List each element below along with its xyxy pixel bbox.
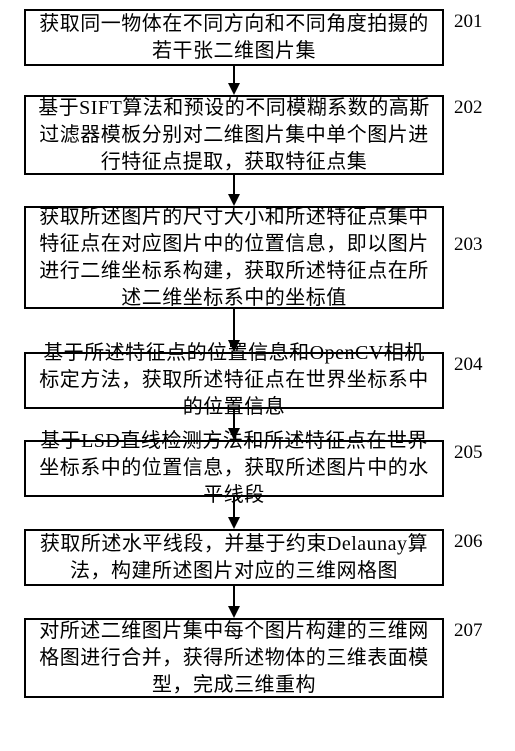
flow-step-label-5: 205 bbox=[454, 442, 483, 464]
flow-step-label-2: 202 bbox=[454, 97, 483, 119]
flow-node-1-text: 获取同一物体在不同方向和不同角度拍摄的若干张二维图片集 bbox=[36, 11, 432, 65]
flow-step-label-1: 201 bbox=[454, 11, 483, 33]
flow-step-label-4: 204 bbox=[454, 354, 483, 376]
flow-node-5: 基于LSD直线检测方法和所述特征点在世界坐标系中的位置信息，获取所述图片中的水平… bbox=[24, 440, 444, 497]
flow-node-6: 获取所述水平线段，并基于约束Delaunay算法，构建所述图片对应的三维网格图 bbox=[24, 529, 444, 586]
flow-step-label-6: 206 bbox=[454, 531, 483, 553]
flow-node-7-text: 对所述二维图片集中每个图片构建的三维网格图进行合并，获得所述物体的三维表面模型，… bbox=[36, 618, 432, 699]
flow-node-1: 获取同一物体在不同方向和不同角度拍摄的若干张二维图片集 bbox=[24, 9, 444, 66]
flow-node-4: 基于所述特征点的位置信息和OpenCV相机标定方法，获取所述特征点在世界坐标系中… bbox=[24, 352, 444, 409]
flow-node-3: 获取所述图片的尺寸大小和所述特征点集中特征点在对应图片中的位置信息，即以图片进行… bbox=[24, 206, 444, 309]
flow-node-5-text: 基于LSD直线检测方法和所述特征点在世界坐标系中的位置信息，获取所述图片中的水平… bbox=[36, 428, 432, 509]
flow-step-label-7: 207 bbox=[454, 620, 483, 642]
flow-step-label-3: 203 bbox=[454, 234, 483, 256]
flow-node-6-text: 获取所述水平线段，并基于约束Delaunay算法，构建所述图片对应的三维网格图 bbox=[36, 531, 432, 585]
flow-node-7: 对所述二维图片集中每个图片构建的三维网格图进行合并，获得所述物体的三维表面模型，… bbox=[24, 618, 444, 698]
flow-node-2-text: 基于SIFT算法和预设的不同模糊系数的高斯过滤器模板分别对二维图片集中单个图片进… bbox=[36, 95, 432, 176]
flowchart-canvas: 获取同一物体在不同方向和不同角度拍摄的若干张二维图片集 201 基于SIFT算法… bbox=[0, 0, 515, 751]
flow-node-2: 基于SIFT算法和预设的不同模糊系数的高斯过滤器模板分别对二维图片集中单个图片进… bbox=[24, 95, 444, 175]
flow-node-4-text: 基于所述特征点的位置信息和OpenCV相机标定方法，获取所述特征点在世界坐标系中… bbox=[36, 340, 432, 421]
flow-node-3-text: 获取所述图片的尺寸大小和所述特征点集中特征点在对应图片中的位置信息，即以图片进行… bbox=[36, 204, 432, 312]
